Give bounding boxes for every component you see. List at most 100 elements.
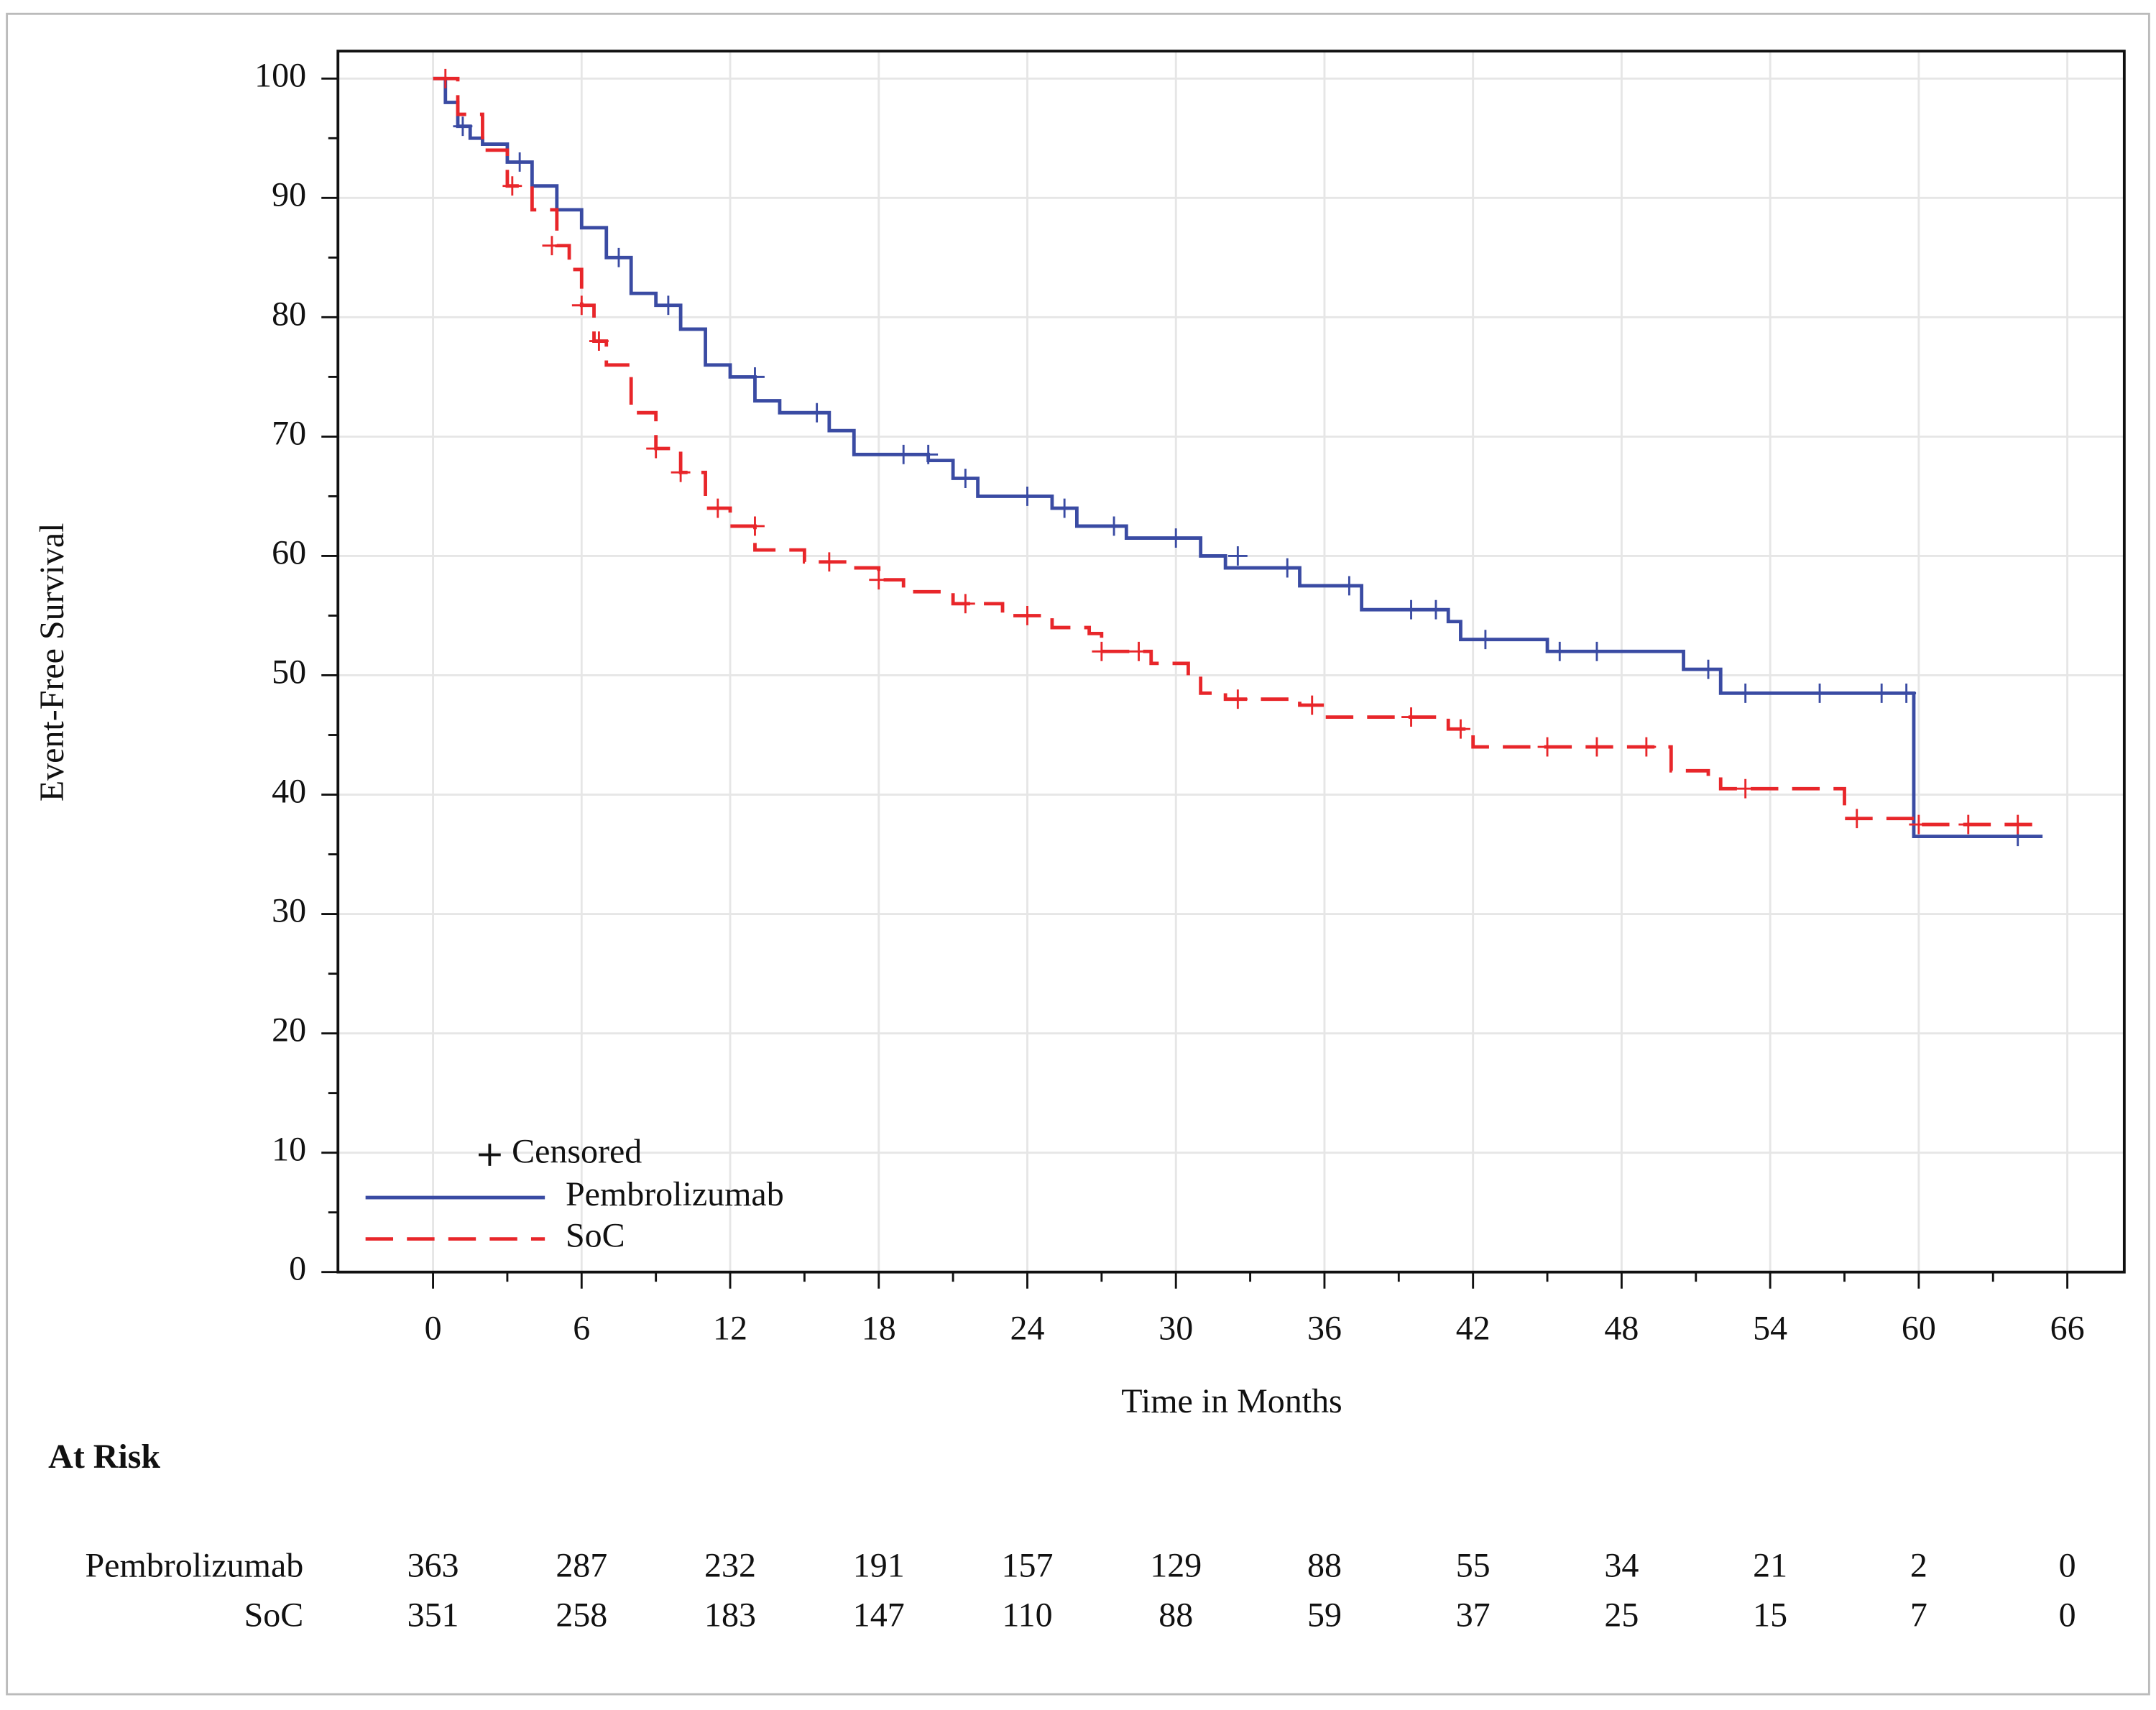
at-risk-count: 147 xyxy=(853,1596,905,1635)
censor-mark xyxy=(1339,576,1359,596)
at-risk-count: 191 xyxy=(853,1546,905,1584)
censor-mark xyxy=(1475,630,1496,650)
censor-mark xyxy=(453,116,473,137)
at-risk-count: 183 xyxy=(704,1596,756,1635)
censor-mark xyxy=(1401,707,1421,727)
at-risk-count: 59 xyxy=(1307,1596,1342,1635)
at-risk-count: 34 xyxy=(1604,1546,1639,1584)
at-risk-count: 351 xyxy=(407,1596,459,1635)
y-tick-label: 40 xyxy=(272,773,306,811)
censor-mark xyxy=(1426,599,1446,620)
censor-mark xyxy=(1897,683,1917,703)
plot-frame xyxy=(336,50,2126,1274)
censor-mark xyxy=(589,331,609,351)
censor-mark xyxy=(1636,737,1657,757)
censor-mark xyxy=(1092,641,1112,661)
at-risk-count: 363 xyxy=(407,1546,459,1584)
censor-mark xyxy=(1537,737,1557,757)
censor-mark xyxy=(1018,486,1037,506)
censor-mark xyxy=(1166,528,1186,548)
censor-mark xyxy=(1277,558,1297,578)
x-tick-label: 66 xyxy=(2050,1309,2085,1347)
censor-mark xyxy=(658,295,678,316)
at-risk-count: 2 xyxy=(1910,1546,1927,1584)
censor-mark xyxy=(1587,737,1607,757)
censor-mark xyxy=(1736,778,1756,799)
at-risk-count: 0 xyxy=(2059,1596,2076,1635)
censor-mark xyxy=(609,247,629,267)
censor-mark xyxy=(1227,546,1248,566)
y-tick-label: 30 xyxy=(272,892,306,930)
at-risk-count: 287 xyxy=(556,1546,607,1584)
censor-mark xyxy=(1736,683,1756,703)
x-tick-label: 6 xyxy=(573,1309,590,1347)
censor-mark xyxy=(1810,683,1830,703)
legend-label: Pembrolizumab xyxy=(566,1175,784,1213)
at-risk-row-label: SoC xyxy=(244,1596,304,1635)
censor-mark xyxy=(510,152,530,172)
y-tick-label: 60 xyxy=(272,533,306,571)
y-tick-label: 80 xyxy=(272,295,306,333)
at-risk-count: 55 xyxy=(1456,1546,1491,1584)
censor-mark xyxy=(745,516,765,536)
at-risk-count: 258 xyxy=(556,1596,607,1635)
x-tick-label: 24 xyxy=(1010,1309,1045,1347)
frame-border xyxy=(6,12,2150,1696)
at-risk-count: 21 xyxy=(1753,1546,1787,1584)
y-tick-label: 100 xyxy=(254,56,306,94)
y-tick-label: 50 xyxy=(272,653,306,691)
at-risk-count: 157 xyxy=(1002,1546,1054,1584)
censor-mark xyxy=(745,367,765,387)
censor-mark xyxy=(1909,814,1929,835)
censor-mark xyxy=(893,444,913,464)
censor-mark xyxy=(1549,641,1570,661)
x-tick-label: 48 xyxy=(1604,1309,1639,1347)
at-risk-count: 129 xyxy=(1150,1546,1202,1584)
censor-mark xyxy=(436,68,456,88)
x-tick-label: 30 xyxy=(1158,1309,1193,1347)
survival-curve xyxy=(433,76,2043,839)
y-tick-label: 70 xyxy=(272,414,306,452)
x-tick-label: 60 xyxy=(1902,1309,1936,1347)
x-tick-label: 36 xyxy=(1307,1309,1342,1347)
censor-mark xyxy=(1587,641,1607,661)
censor-mark xyxy=(955,469,975,488)
censor-mark xyxy=(2008,814,2028,835)
censor-mark xyxy=(502,176,522,196)
x-tick-label: 18 xyxy=(862,1309,896,1347)
censor-mark xyxy=(1018,606,1037,625)
at-risk-count: 25 xyxy=(1604,1596,1639,1635)
censor-mark xyxy=(918,444,939,464)
censor-mark xyxy=(1401,599,1421,620)
at-risk-count: 7 xyxy=(1910,1596,1927,1635)
censor-mark xyxy=(1451,719,1470,739)
censor-mark xyxy=(1129,641,1148,661)
censor-mark xyxy=(955,594,975,614)
censor-mark xyxy=(1871,683,1892,703)
censor-mark xyxy=(646,438,666,459)
y-tick-label: 20 xyxy=(272,1011,306,1049)
censor-mark xyxy=(1958,814,1978,835)
y-tick-label: 90 xyxy=(272,175,306,213)
censor-mark xyxy=(708,498,728,518)
censor-mark xyxy=(807,403,827,423)
censor-mark xyxy=(819,552,839,572)
y-tick-label: 10 xyxy=(272,1131,306,1169)
y-axis-label: Event-Free Survival xyxy=(33,523,71,802)
censor-mark xyxy=(1227,689,1248,709)
survival-curve xyxy=(433,76,2043,827)
x-tick-label: 0 xyxy=(425,1309,442,1347)
x-tick-label: 42 xyxy=(1456,1309,1491,1347)
censor-mark xyxy=(1104,516,1124,536)
x-axis-label: Time in Months xyxy=(1121,1382,1342,1420)
censor-mark xyxy=(571,295,591,316)
legend-label: SoC xyxy=(566,1217,625,1255)
at-risk-count: 15 xyxy=(1753,1596,1787,1635)
censor-mark xyxy=(1054,498,1074,518)
at-risk-count: 110 xyxy=(1002,1596,1052,1635)
at-risk-count: 37 xyxy=(1456,1596,1491,1635)
at-risk-count: 88 xyxy=(1307,1546,1342,1584)
x-tick-label: 54 xyxy=(1753,1309,1787,1347)
at-risk-title: At Risk xyxy=(48,1438,160,1476)
